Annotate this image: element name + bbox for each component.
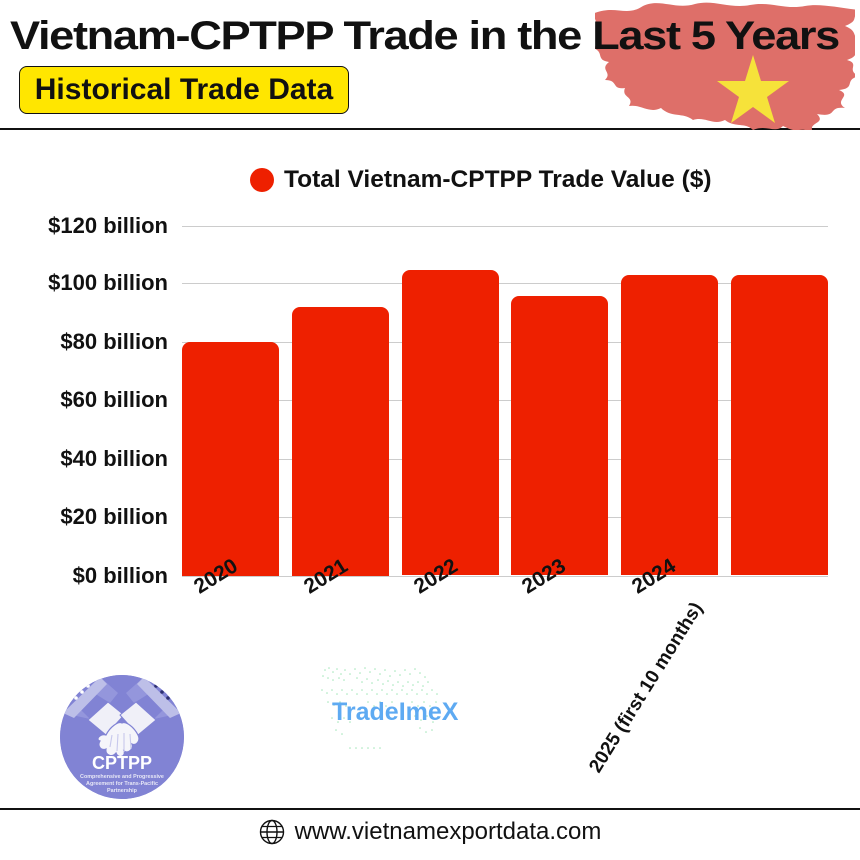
svg-text:CPTPP: CPTPP xyxy=(92,753,152,773)
svg-text:TradeImeX: TradeImeX xyxy=(332,698,459,726)
svg-text:Agreement for Trans-Pacific: Agreement for Trans-Pacific xyxy=(86,781,158,787)
svg-text:Partnership: Partnership xyxy=(107,788,138,794)
svg-text:Comprehensive and Progressive: Comprehensive and Progressive xyxy=(80,774,164,780)
